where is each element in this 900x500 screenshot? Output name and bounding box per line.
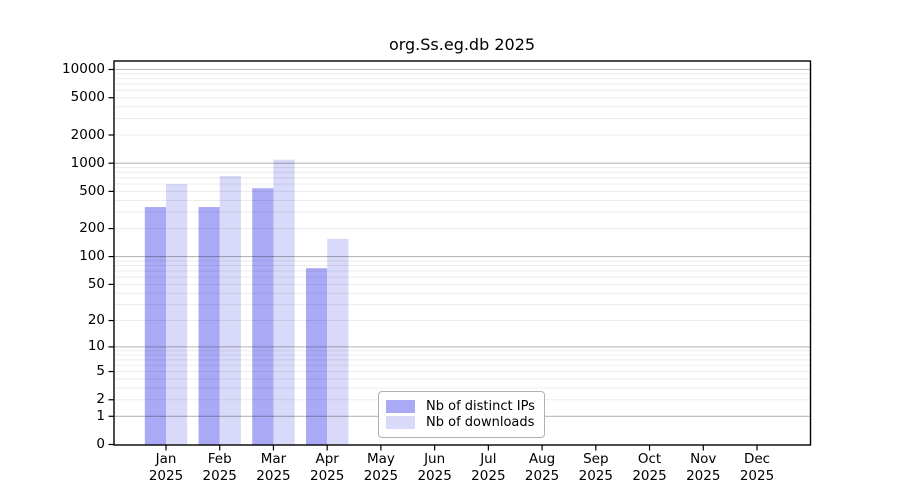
- y-tick-label: 200: [79, 220, 105, 237]
- legend-swatch-downloads: [386, 416, 415, 429]
- y-tick-label: 500: [79, 182, 105, 199]
- legend: Nb of distinct IPs Nb of downloads: [378, 391, 545, 438]
- x-tick-label: Aug 2025: [524, 451, 560, 484]
- x-tick-label: Nov 2025: [686, 451, 721, 484]
- y-tick-label: 5: [96, 363, 105, 380]
- y-tick-label: 10000: [62, 60, 105, 77]
- y-tick-label: 5000: [70, 89, 105, 106]
- bar-feb-distinct-ips: [198, 207, 220, 445]
- x-tick-label: Dec 2025: [739, 451, 775, 484]
- y-tick-label: 2000: [70, 126, 105, 143]
- legend-label-downloads: Nb of downloads: [426, 415, 535, 430]
- chart-title: org.Ss.eg.db 2025: [388, 35, 536, 54]
- y-tick-label: 50: [87, 275, 105, 292]
- bar-apr-downloads: [327, 238, 349, 445]
- bar-mar-downloads: [273, 159, 295, 446]
- legend-swatch-distinct-ips: [386, 400, 415, 413]
- legend-item-downloads: Nb of downloads: [386, 415, 536, 430]
- x-tick-label: Jul 2025: [471, 451, 506, 484]
- bar-jan-downloads: [166, 183, 188, 445]
- plot-frame: [113, 60, 812, 446]
- y-tick-label: 1: [96, 407, 105, 424]
- x-tick-label: Sep 2025: [578, 451, 613, 484]
- x-tick-label: Mar 2025: [256, 451, 291, 484]
- y-tick-label: 10: [87, 338, 105, 355]
- x-tick-label: May 2025: [363, 451, 399, 484]
- y-tick-label: 20: [87, 312, 105, 329]
- bar-jan-distinct-ips: [144, 207, 166, 445]
- legend-label-distinct-ips: Nb of distinct IPs: [426, 399, 535, 414]
- bar-apr-distinct-ips: [305, 268, 328, 445]
- y-tick-label: 2: [96, 391, 105, 408]
- y-tick-label: 1000: [70, 154, 105, 171]
- y-tick-label: 0: [96, 436, 105, 452]
- bar-feb-downloads: [219, 176, 241, 445]
- legend-item-distinct-ips: Nb of distinct IPs: [386, 399, 536, 414]
- x-tick-label: Oct 2025: [632, 451, 667, 484]
- x-tick-label: Jan 2025: [148, 451, 184, 484]
- x-tick-label: Apr 2025: [309, 451, 345, 484]
- x-tick-label: Feb 2025: [202, 451, 237, 484]
- bar-mar-distinct-ips: [252, 188, 274, 445]
- x-tick-label: Jun 2025: [417, 451, 452, 484]
- y-tick-label: 100: [79, 248, 105, 265]
